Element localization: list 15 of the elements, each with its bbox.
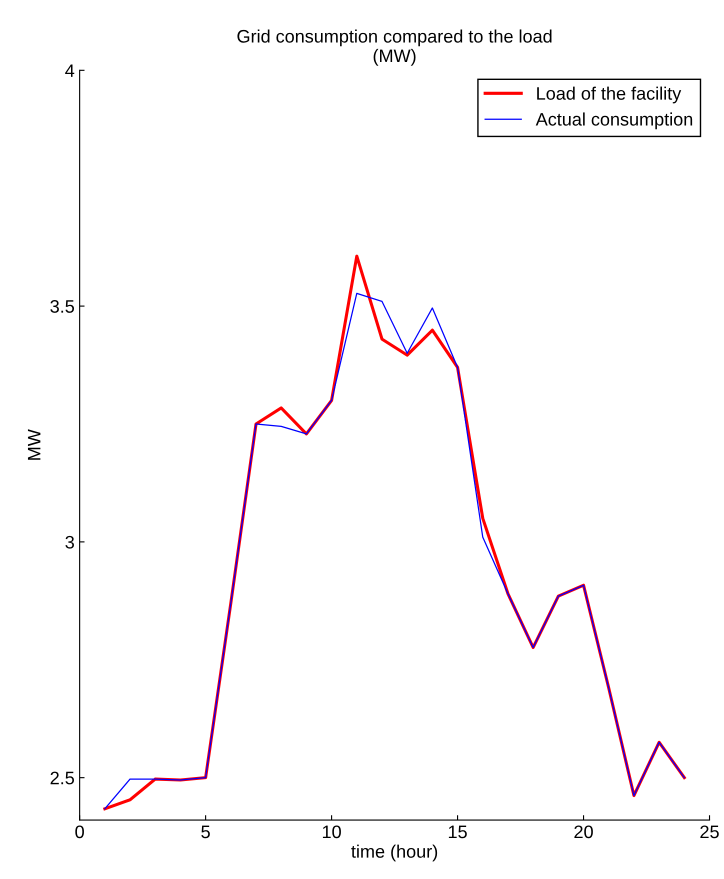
x-tick-label: 25 [700, 825, 719, 838]
legend-label: Actual consumption [536, 112, 692, 130]
x-tick-label: 20 [574, 825, 593, 838]
legend-label: Load of the facility [537, 86, 682, 104]
y-tick-label: 3.5 [50, 300, 74, 313]
y-tick-label: 2.5 [50, 772, 74, 784]
x-tick-label: 10 [322, 825, 341, 838]
x-tick-label: 5 [201, 826, 210, 838]
y-tick-label: 4 [65, 64, 74, 77]
x-axis-title: time (hour) [351, 844, 438, 862]
chart-title: Grid consumption compared to the load (MW) [237, 29, 552, 66]
x-tick-label: 15 [448, 826, 467, 838]
x-tick-label: 0 [75, 825, 84, 838]
y-axis-title: MW [28, 429, 40, 460]
y-tick-label: 3 [65, 536, 74, 549]
